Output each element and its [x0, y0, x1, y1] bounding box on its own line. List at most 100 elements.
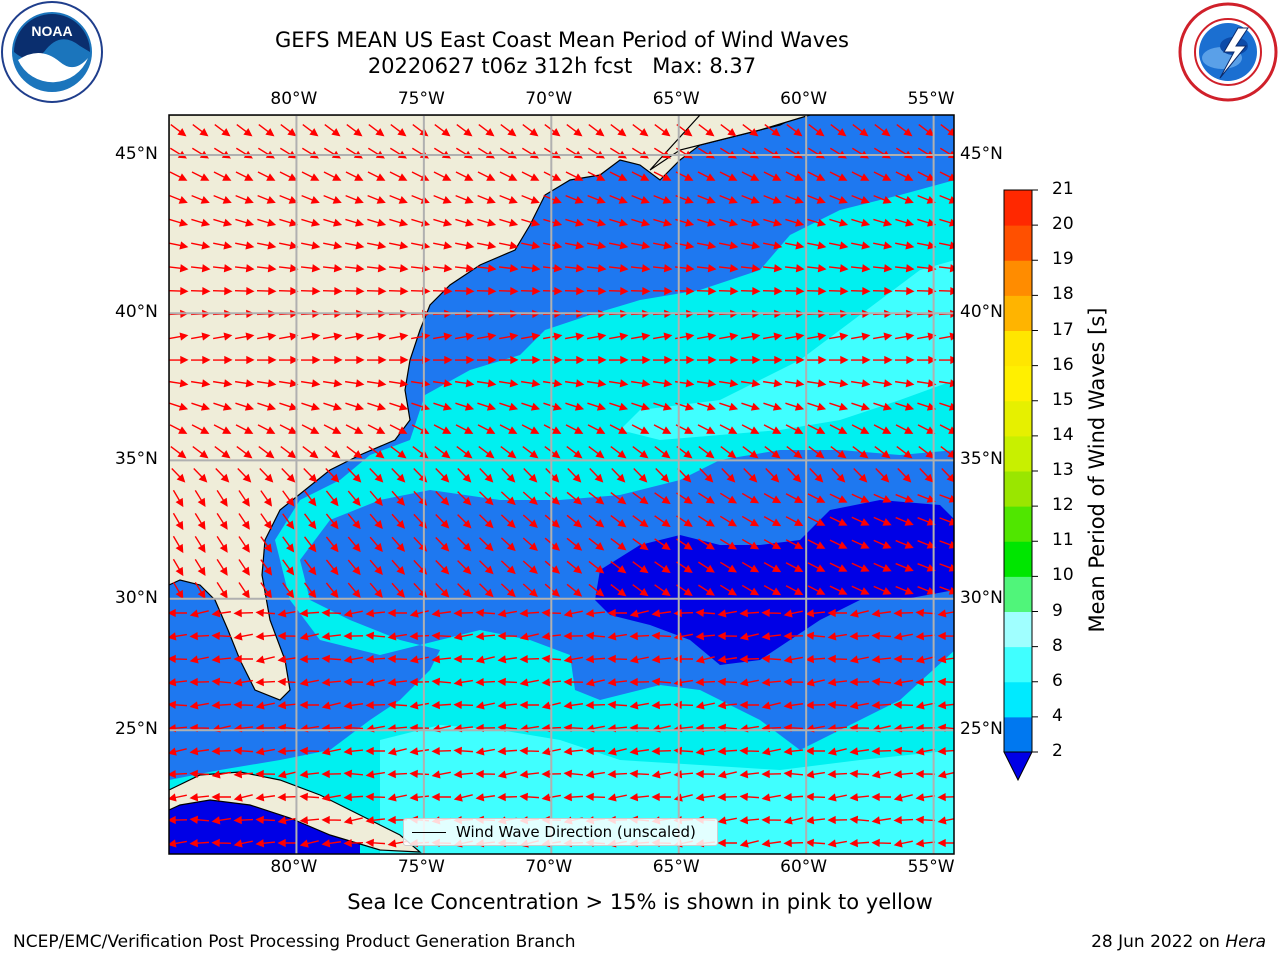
wave-direction-arrow: [632, 561, 649, 574]
wave-direction-arrow: [610, 124, 627, 137]
wave-direction-arrow: [498, 264, 519, 273]
lon-label-bottom: 80°W: [270, 857, 318, 877]
wave-direction-arrow: [499, 171, 518, 181]
wave-direction-arrow: [719, 241, 739, 250]
wave-direction-arrow: [742, 446, 759, 459]
wave-direction-arrow: [828, 379, 849, 388]
wave-direction-arrow: [589, 468, 604, 483]
wave-direction-arrow: [783, 838, 804, 848]
wave-direction-arrow: [563, 701, 584, 710]
colorbar-tick-label: 8: [1052, 635, 1063, 656]
wave-direction-arrow: [808, 446, 825, 459]
wave-direction-arrow: [522, 583, 538, 598]
wave-direction-arrow: [895, 585, 914, 595]
wave-direction-arrow: [849, 747, 870, 756]
wave-direction-arrow: [897, 468, 912, 483]
colorbar-segment: [1004, 435, 1032, 472]
wave-direction-arrow: [717, 747, 738, 756]
wave-direction-arrow: [235, 402, 255, 411]
wave-direction-arrow: [805, 816, 826, 825]
wave-direction-arrow: [849, 631, 870, 641]
wave-direction-arrow: [499, 241, 519, 250]
wave-direction-arrow: [257, 402, 277, 411]
wave-direction-arrow: [237, 468, 252, 483]
wave-direction-arrow: [519, 770, 540, 779]
wave-direction-arrow: [893, 654, 913, 664]
wave-direction-arrow: [610, 584, 627, 597]
wave-direction-arrow: [522, 446, 539, 459]
wave-direction-arrow: [214, 124, 231, 137]
wave-direction-arrow: [233, 678, 253, 687]
wave-direction-arrow: [347, 536, 361, 553]
wave-direction-arrow: [697, 332, 717, 341]
wave-direction-arrow: [874, 446, 891, 459]
wave-direction-arrow: [719, 402, 739, 411]
wave-direction-arrow: [805, 631, 826, 640]
wave-direction-arrow: [786, 124, 803, 137]
wave-direction-arrow: [432, 264, 453, 273]
wave-direction-arrow: [169, 195, 188, 204]
wave-direction-arrow: [917, 402, 937, 411]
lon-label-top: 65°W: [652, 89, 700, 109]
wave-direction-arrow: [365, 700, 386, 710]
wave-direction-arrow: [169, 424, 188, 434]
lon-label-bottom: 55°W: [907, 857, 955, 877]
wave-direction-arrow: [431, 677, 452, 686]
wave-direction-arrow: [189, 769, 210, 779]
wave-direction-arrow: [499, 195, 518, 204]
wave-direction-arrow: [499, 218, 519, 227]
wave-direction-arrow: [367, 332, 387, 341]
wave-direction-arrow: [896, 124, 913, 137]
wave-direction-arrow: [563, 631, 584, 641]
wave-direction-arrow: [871, 609, 892, 618]
wave-direction-arrow: [542, 264, 563, 273]
wave-direction-arrow: [633, 468, 648, 483]
wave-direction-arrow: [278, 355, 299, 365]
wave-direction-arrow: [189, 839, 210, 848]
wave-direction-arrow: [389, 424, 408, 434]
wave-direction-arrow: [608, 286, 629, 296]
wave-direction-arrow: [565, 332, 585, 341]
wave-direction-arrow: [172, 581, 184, 600]
wave-direction-arrow: [368, 446, 385, 459]
wave-direction-arrow: [299, 700, 319, 710]
wave-direction-arrow: [827, 632, 847, 641]
wave-direction-arrow: [457, 514, 472, 529]
wave-direction-arrow: [387, 678, 408, 687]
wave-direction-arrow: [829, 493, 848, 503]
wave-direction-arrow: [434, 446, 451, 459]
wave-direction-arrow: [169, 402, 189, 411]
wave-direction-arrow: [806, 264, 827, 273]
wave-direction-arrow: [937, 655, 954, 664]
wave-direction-arrow: [566, 446, 583, 459]
wave-direction-arrow: [741, 538, 760, 550]
wave-direction-arrow: [653, 218, 673, 227]
wave-direction-arrow: [719, 424, 738, 434]
wave-direction-arrow: [761, 793, 781, 802]
sea-ice-note-text: Sea Ice Concentration > 15% is shown in …: [347, 890, 933, 914]
wave-direction-arrow: [542, 286, 563, 296]
wave-direction-arrow: [304, 582, 317, 599]
wave-direction-arrow: [387, 608, 407, 618]
wave-direction-arrow: [343, 677, 364, 687]
wave-direction-arrow: [366, 264, 387, 273]
wave-direction-arrow: [189, 747, 210, 756]
wave-direction-arrow: [629, 769, 650, 779]
wave-direction-arrow: [674, 379, 695, 388]
wave-direction-arrow: [871, 701, 892, 710]
wave-direction-arrow: [171, 468, 186, 483]
wave-direction-arrow: [563, 769, 584, 778]
wave-direction-arrow: [651, 770, 671, 779]
wave-direction-arrow: [695, 793, 716, 802]
wave-direction-arrow: [696, 379, 717, 388]
colorbar-tick-label: 16: [1052, 354, 1074, 375]
wave-direction-arrow: [721, 468, 736, 483]
footer-date: 28 Jun 2022 on Hera: [1091, 932, 1266, 952]
wave-direction-arrow: [238, 513, 250, 530]
wave-direction-arrow: [653, 171, 672, 181]
wave-direction-arrow: [916, 286, 937, 296]
wave-direction-arrow: [851, 218, 871, 227]
wave-direction-arrow: [828, 286, 849, 296]
wave-direction-arrow: [871, 792, 891, 802]
wave-direction-arrow: [169, 769, 188, 779]
